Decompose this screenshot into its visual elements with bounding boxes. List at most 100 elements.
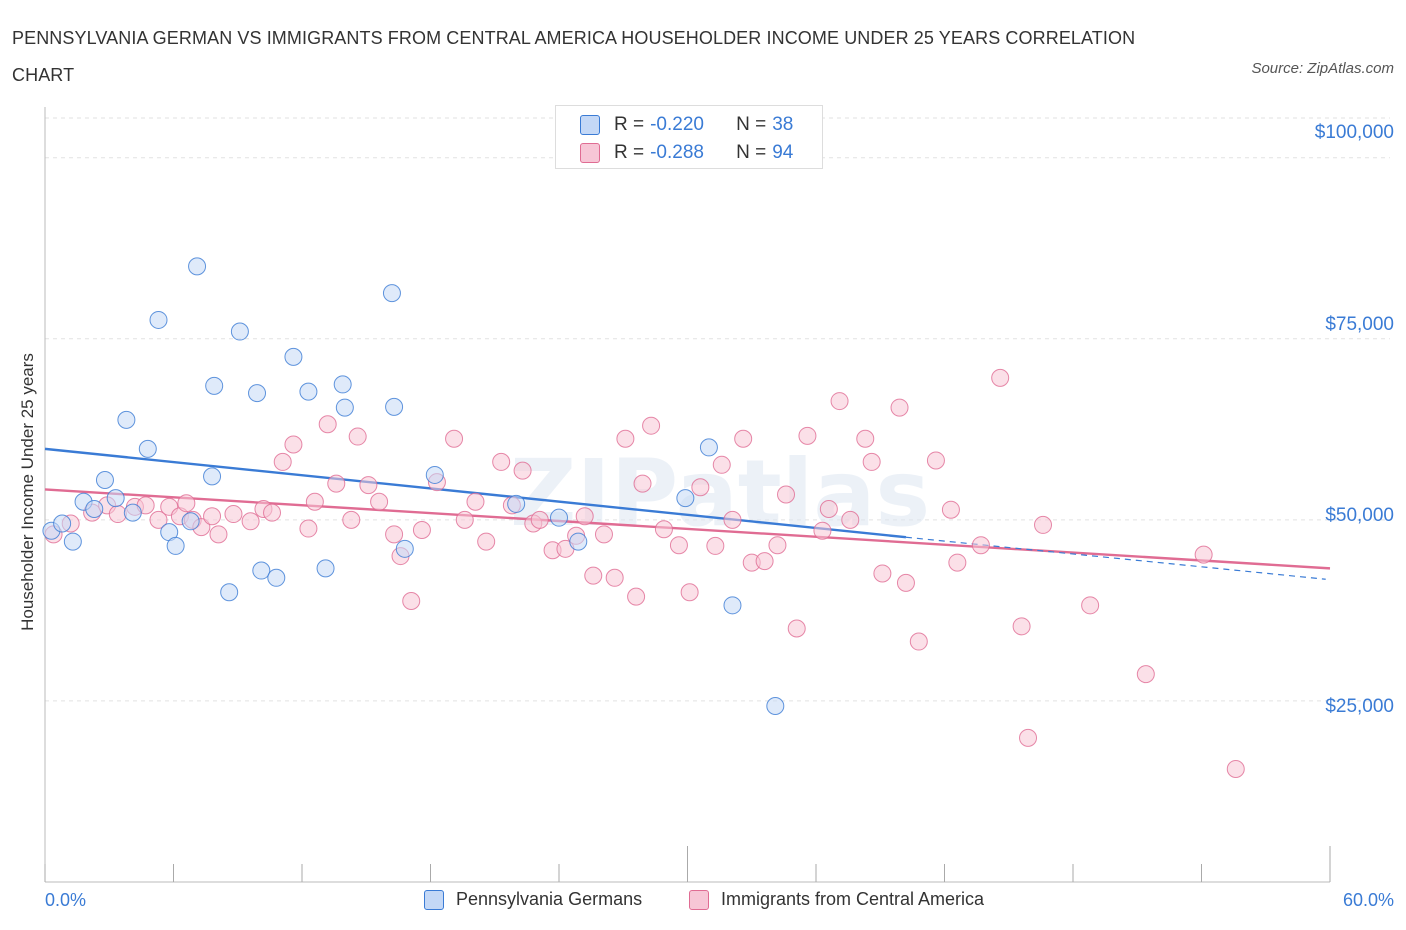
point-central-america xyxy=(359,476,378,495)
point-central-america xyxy=(819,499,838,518)
point-central-america xyxy=(530,510,549,529)
point-central-america xyxy=(370,492,389,511)
point-central-america xyxy=(455,510,474,529)
point-central-america xyxy=(445,429,464,448)
point-central-america xyxy=(654,520,673,539)
point-central-america xyxy=(108,505,127,524)
point-central-america xyxy=(241,512,260,531)
data-points xyxy=(42,257,1245,779)
chart-title: PENNSYLVANIA GERMAN VS IMMIGRANTS FROM C… xyxy=(12,28,1136,85)
point-pennsylvania-germans xyxy=(53,514,72,533)
point-pennsylvania-germans xyxy=(203,467,222,486)
n-value: 38 xyxy=(772,114,794,135)
stats-legend: R = -0.220 N = 38 R = -0.288 N = 94 xyxy=(555,105,823,169)
point-pennsylvania-germans xyxy=(699,438,718,457)
point-central-america xyxy=(1012,617,1031,636)
point-pennsylvania-germans xyxy=(723,596,742,615)
point-pennsylvania-germans xyxy=(230,322,249,341)
legend-row-central-america: R = -0.288 N = 94 xyxy=(580,139,793,167)
point-pennsylvania-germans xyxy=(220,583,239,602)
axes xyxy=(44,107,1331,883)
trend-line-extension xyxy=(905,536,1326,580)
point-central-america xyxy=(305,492,324,511)
point-pennsylvania-germans xyxy=(766,696,785,715)
point-pennsylvania-germans xyxy=(425,465,444,484)
point-central-america xyxy=(856,429,875,448)
point-central-america xyxy=(412,520,431,539)
point-pennsylvania-germans xyxy=(149,310,168,329)
y-tick-label: $75,000 xyxy=(1325,314,1394,335)
point-central-america xyxy=(605,568,624,587)
point-central-america xyxy=(873,564,892,583)
point-central-america xyxy=(798,426,817,445)
point-central-america xyxy=(477,532,496,551)
legend-label: Immigrants from Central America xyxy=(721,889,985,909)
legend-swatch-pink xyxy=(580,143,600,163)
point-central-america xyxy=(991,368,1010,387)
legend-swatch-blue xyxy=(580,115,600,135)
point-central-america xyxy=(1136,665,1155,684)
point-central-america xyxy=(896,573,915,592)
point-pennsylvania-germans xyxy=(166,536,185,555)
point-central-america xyxy=(627,587,646,606)
x-tick-label-max: 60.0% xyxy=(1342,890,1394,910)
y-axis-label: Householder Income Under 25 years xyxy=(18,353,37,631)
point-central-america xyxy=(273,452,292,471)
point-central-america xyxy=(616,429,635,448)
legend-item-central-america[interactable]: Immigrants from Central America xyxy=(689,889,984,910)
point-central-america xyxy=(1194,545,1213,564)
point-central-america xyxy=(177,494,196,513)
point-pennsylvania-germans xyxy=(395,539,414,558)
point-pennsylvania-germans xyxy=(181,512,200,531)
point-central-america xyxy=(830,392,849,411)
x-tick-label-min: 0.0% xyxy=(45,890,87,910)
series-legend: Pennsylvania Germans Immigrants from Cen… xyxy=(0,889,1406,915)
point-central-america xyxy=(263,503,282,522)
point-central-america xyxy=(209,525,228,544)
legend-row-pennsylvania-germans: R = -0.220 N = 38 xyxy=(580,111,793,139)
legend-label: Pennsylvania Germans xyxy=(456,889,643,909)
y-tick-label: $50,000 xyxy=(1325,505,1394,526)
r-value: -0.220 xyxy=(650,114,704,135)
point-central-america xyxy=(149,510,168,529)
point-central-america xyxy=(318,415,337,434)
y-tick-label: $100,000 xyxy=(1314,122,1394,143)
point-central-america xyxy=(841,510,860,529)
point-central-america xyxy=(1034,515,1053,534)
point-central-america xyxy=(1226,760,1245,779)
point-pennsylvania-germans xyxy=(507,494,526,513)
point-pennsylvania-germans xyxy=(550,508,568,527)
point-central-america xyxy=(633,474,652,493)
point-central-america xyxy=(466,492,485,511)
point-central-america xyxy=(402,591,421,610)
point-pennsylvania-germans xyxy=(299,382,318,401)
legend-item-pennsylvania-germans[interactable]: Pennsylvania Germans xyxy=(424,889,642,910)
gridlines xyxy=(45,117,1390,702)
point-pennsylvania-germans xyxy=(333,375,352,394)
point-central-america xyxy=(642,416,661,435)
point-central-america xyxy=(787,619,806,638)
r-label: R = xyxy=(614,142,645,163)
point-pennsylvania-germans xyxy=(106,489,125,508)
legend-swatch-blue xyxy=(424,889,444,910)
point-central-america xyxy=(575,507,594,526)
point-pennsylvania-germans xyxy=(85,499,104,518)
point-central-america xyxy=(941,500,960,519)
point-central-america xyxy=(385,525,404,544)
point-central-america xyxy=(203,507,222,526)
point-central-america xyxy=(669,536,688,555)
point-central-america xyxy=(813,521,832,540)
point-pennsylvania-germans xyxy=(316,559,335,578)
legend-swatch-pink xyxy=(689,889,709,910)
point-central-america xyxy=(680,583,699,602)
point-central-america xyxy=(890,398,909,417)
source-label: Source: ZipAtlas.com xyxy=(1251,60,1394,77)
point-central-america xyxy=(971,536,990,555)
y-tick-label: $25,000 xyxy=(1325,696,1394,717)
point-central-america xyxy=(909,632,928,651)
point-central-america xyxy=(1081,596,1100,615)
point-central-america xyxy=(734,429,753,448)
point-pennsylvania-germans xyxy=(188,257,207,276)
point-pennsylvania-germans xyxy=(267,568,286,587)
